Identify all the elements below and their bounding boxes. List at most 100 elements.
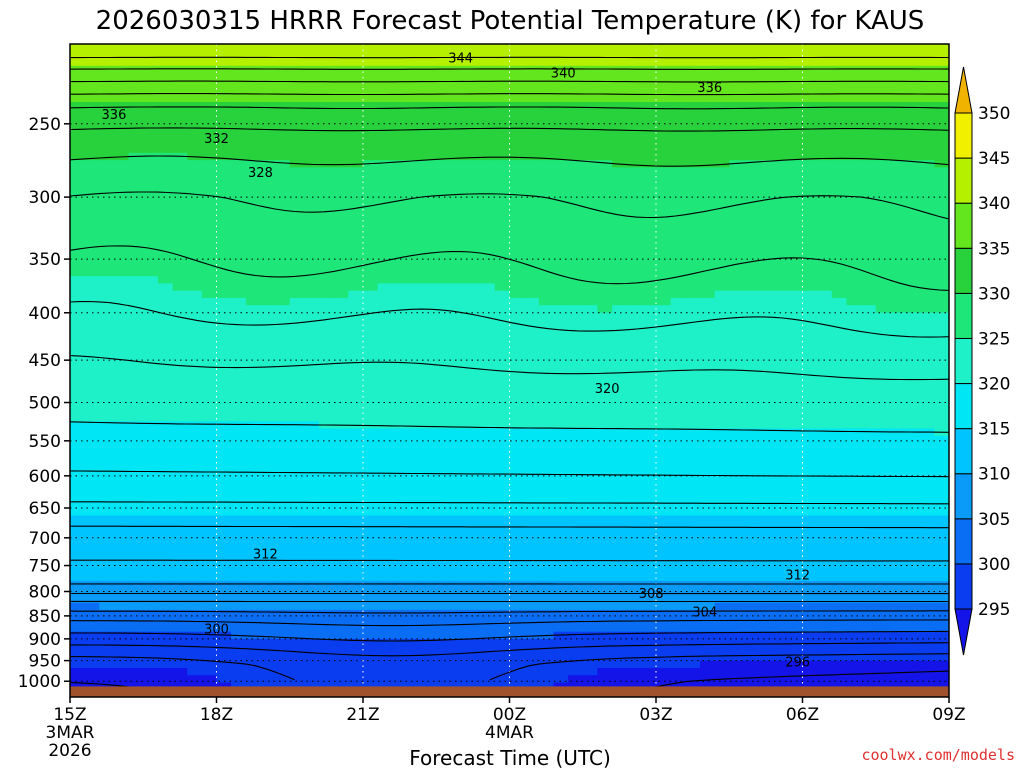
fill-cell (685, 646, 701, 655)
fill-cell (450, 152, 467, 161)
fill-cell (538, 450, 555, 459)
fill-cell (421, 167, 437, 176)
fill-cell (245, 486, 262, 495)
fill-cell (377, 290, 393, 299)
fill-cell (187, 189, 203, 197)
fill-cell (128, 631, 144, 640)
fill-cell (289, 537, 305, 546)
fill-cell (260, 493, 276, 502)
fill-cell (656, 486, 672, 495)
fill-cell (333, 675, 349, 684)
fill-cell (861, 189, 877, 197)
fill-cell (187, 356, 203, 364)
fill-cell (70, 218, 86, 226)
fill-cell (831, 515, 847, 524)
fill-cell (407, 261, 423, 270)
fill-cell (216, 276, 232, 285)
fill-cell (773, 232, 789, 241)
fill-cell (187, 261, 203, 270)
fill-cell (802, 675, 818, 684)
fill-cell (729, 167, 745, 176)
fill-cell (743, 385, 760, 393)
fill-cell (582, 609, 598, 618)
fill-cell (861, 501, 877, 509)
fill-cell (143, 239, 159, 248)
fill-cell (685, 668, 701, 676)
fill-cell (494, 399, 511, 408)
fill-cell (875, 377, 891, 386)
fill-cell (84, 660, 100, 669)
fill-cell (128, 174, 144, 183)
fill-cell (216, 334, 232, 343)
fill-cell (582, 624, 598, 633)
fill-cell (231, 385, 247, 393)
fill-cell (597, 268, 613, 277)
fill-cell (831, 348, 847, 357)
fill-cell (128, 109, 144, 118)
fill-cell (392, 421, 408, 430)
fill-cell (407, 414, 423, 422)
fill-cell (524, 348, 540, 357)
fill-cell (260, 319, 276, 328)
fill-cell (714, 174, 730, 183)
fill-cell (143, 457, 159, 466)
fill-cell (392, 305, 408, 314)
fill-cell (861, 624, 877, 633)
fill-cell (114, 486, 130, 495)
fill-cell (656, 377, 672, 386)
fill-cell (245, 443, 262, 451)
fill-cell (714, 493, 730, 502)
fill-cell (582, 80, 598, 89)
fill-cell (846, 305, 862, 314)
fill-cell (787, 479, 804, 488)
fill-cell (700, 290, 716, 299)
fill-cell (319, 305, 335, 314)
fill-cell (758, 290, 774, 299)
fill-cell (553, 319, 569, 328)
fill-cell (700, 152, 716, 161)
fill-cell (582, 602, 598, 611)
fill-cell (612, 675, 628, 684)
fill-cell (494, 312, 511, 321)
fill-cell (538, 80, 555, 89)
fill-cell (817, 421, 833, 430)
fill-cell (861, 196, 877, 205)
fill-cell (831, 406, 847, 415)
fill-cell (802, 94, 818, 103)
fill-cell (831, 421, 847, 430)
fill-cell (377, 167, 393, 176)
fill-cell (538, 435, 555, 444)
fill-cell (465, 312, 481, 321)
fill-cell (289, 624, 305, 633)
fill-cell (348, 493, 364, 502)
fill-cell (802, 167, 818, 176)
fill-cell (831, 392, 847, 401)
fill-cell (465, 225, 481, 234)
fill-cell (377, 385, 393, 393)
fill-cell (743, 515, 760, 524)
fill-cell (656, 109, 672, 118)
fill-cell (157, 675, 174, 684)
fill-cell (377, 646, 393, 655)
fill-cell (363, 305, 379, 314)
fill-cell (289, 668, 305, 676)
fill-cell (875, 261, 891, 270)
fill-cell (99, 668, 115, 676)
fill-cell (524, 602, 540, 611)
fill-cell (494, 624, 511, 633)
fill-cell (612, 268, 628, 277)
fill-cell (494, 334, 511, 343)
fill-cell (231, 174, 247, 183)
fill-cell (363, 152, 379, 161)
fill-cell (114, 131, 130, 139)
fill-cell (245, 668, 262, 676)
fill-cell (143, 537, 159, 546)
fill-cell (363, 196, 379, 205)
fill-cell (846, 225, 862, 234)
fill-cell (582, 341, 598, 350)
fill-cell (494, 210, 511, 219)
fill-cell (787, 675, 804, 684)
fill-cell (538, 123, 555, 132)
fill-cell (743, 225, 760, 234)
fill-cell (758, 406, 774, 415)
